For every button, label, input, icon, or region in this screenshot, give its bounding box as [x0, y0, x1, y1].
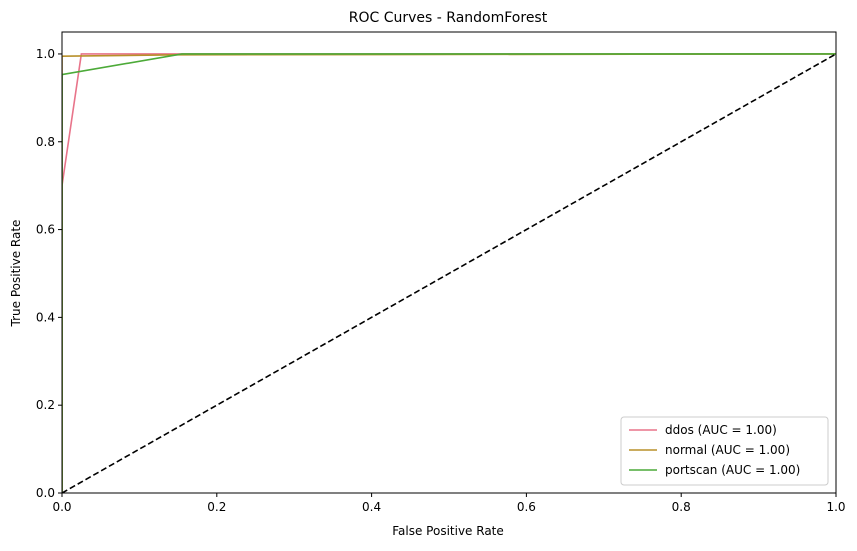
y-tick-label: 0.0: [36, 486, 55, 500]
x-axis-label: False Positive Rate: [392, 524, 504, 538]
x-tick-label: 1.0: [826, 500, 845, 514]
x-tick-label: 0.2: [207, 500, 226, 514]
legend-label-2: portscan (AUC = 1.00): [665, 463, 800, 477]
chart-title: ROC Curves - RandomForest: [349, 10, 548, 26]
x-tick-label: 0.0: [52, 500, 71, 514]
y-tick-label: 0.6: [36, 223, 55, 237]
legend-label-0: ddos (AUC = 1.00): [665, 423, 777, 437]
axes-layer: 0.0 0.2 0.4 0.6 0.8 1.0 0.0 0.2 0.4 0.6 0.8 1.0: [36, 31, 846, 514]
y-axis-label: True Positive Rate: [9, 220, 23, 328]
x-tick-label: 0.6: [517, 500, 536, 514]
series-layer: [62, 53, 836, 493]
axes-frame: [61, 31, 837, 494]
legend-box: [620, 416, 829, 486]
y-tick-label: 0.8: [36, 135, 55, 149]
legend: ddos (AUC = 1.00) normal (AUC = 1.00) port…: [620, 416, 829, 486]
y-tick-label: 0.4: [36, 310, 55, 324]
x-tick-label: 0.8: [672, 500, 691, 514]
reference-diagonal: [62, 53, 836, 493]
y-tick-label: 1.0: [36, 47, 55, 61]
y-tick-label: 0.2: [36, 398, 55, 412]
series-line-2: [62, 53, 836, 493]
legend-label-1: normal (AUC = 1.00): [665, 443, 790, 457]
x-tick-label: 0.4: [362, 500, 381, 514]
